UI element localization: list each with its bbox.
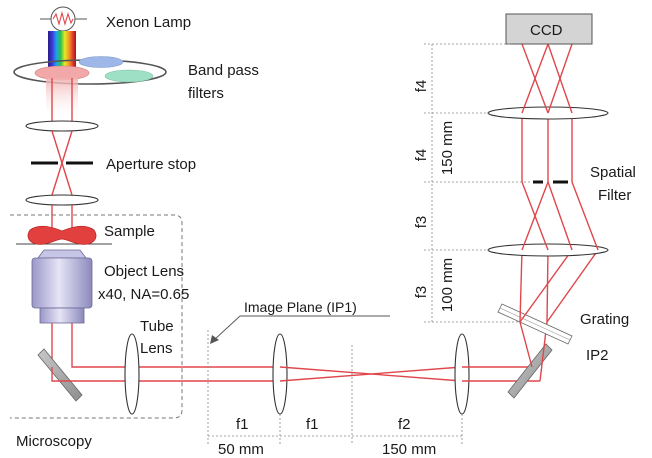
- right-mirror: [507, 343, 553, 399]
- left-mirror: [37, 348, 83, 402]
- dim-150mm-bottom: 150 mm: [382, 441, 436, 458]
- condenser-lens-2: [25, 194, 99, 206]
- relay-lens-2: [454, 333, 470, 415]
- xenon-lamp-label: Xenon Lamp: [106, 14, 191, 31]
- relay-lens-1: [272, 333, 288, 415]
- objective-lens-icon: [31, 249, 93, 324]
- dim-f3-lower: f3: [413, 286, 430, 299]
- dim-100mm-right: 100 mm: [439, 258, 456, 312]
- microscopy-label: Microscopy: [16, 433, 92, 450]
- grating-label: Grating: [580, 311, 629, 328]
- dim-f4-lower: f4: [413, 149, 430, 162]
- dim-f3-upper: f3: [413, 216, 430, 229]
- aperture-stop-label: Aperture stop: [106, 156, 196, 173]
- dim-f4-upper: f4: [413, 80, 430, 93]
- ccd-label: CCD: [530, 22, 563, 39]
- tube-lens: [124, 333, 140, 415]
- dim-f2: f2: [398, 416, 411, 433]
- sample-icon: [16, 225, 112, 245]
- spectrum-beam: [48, 31, 76, 71]
- band-pass-label-2: filters: [188, 85, 224, 102]
- dim-f1-left: f1: [236, 416, 249, 433]
- ip2-label: IP2: [586, 347, 609, 364]
- microscopy-box: [10, 214, 183, 419]
- dim-f1-right: f1: [306, 416, 319, 433]
- band-pass-label-1: Band pass: [188, 62, 259, 79]
- dim-50mm: 50 mm: [218, 441, 264, 458]
- spatial-filter-label-2: Filter: [598, 187, 631, 204]
- object-lens-label-1: Object Lens: [104, 263, 184, 280]
- sample-label: Sample: [104, 223, 155, 240]
- spatial-filter-label-1: Spatial: [590, 164, 636, 181]
- filtered-beam: [46, 78, 78, 120]
- tube-lens-label-1: Tube: [140, 318, 174, 335]
- dim-150mm-right: 150 mm: [439, 121, 456, 175]
- object-lens-label-2: x40, NA=0.65: [98, 286, 189, 303]
- grating: [497, 303, 573, 345]
- tube-lens-label-2: Lens: [140, 340, 173, 357]
- condenser-lens-1: [25, 120, 99, 132]
- filter-wheel: [13, 56, 167, 85]
- image-plane-label: Image Plane (IP1): [244, 299, 357, 315]
- xenon-lamp-icon: [40, 6, 87, 32]
- ccd-sensor: [505, 13, 593, 45]
